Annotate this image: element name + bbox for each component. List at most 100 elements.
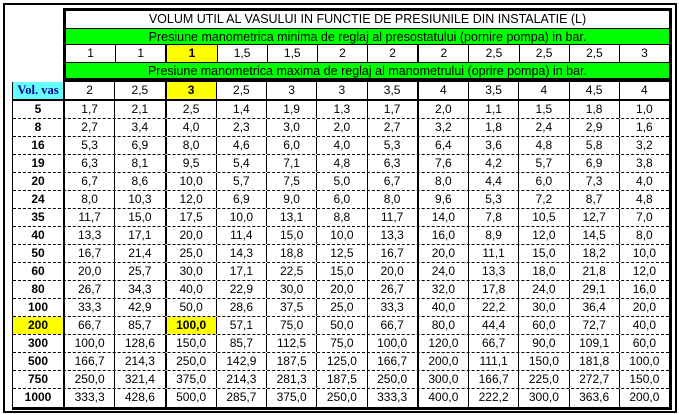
volume-cell: 4,0 — [618, 173, 669, 190]
volume-cell: 25,0 — [316, 299, 366, 316]
volume-cell: 13,1 — [266, 209, 316, 226]
min-pressure-cell: 2 — [417, 45, 468, 62]
table-row: 24 8,0 10,3 12,0 6,9 9,0 6,0 8,0 9,6 5,3 7,2 8,7 4,8 — [13, 191, 669, 209]
volume-cell: 11,1 — [468, 245, 518, 262]
table-row: 200 66,7 85,7 100,0 57,1 75,0 50,0 66,7 80,0 44,4… — [13, 317, 669, 335]
volume-cell: 7,0 — [618, 209, 669, 226]
vessel-volume-label: 80 — [13, 281, 65, 298]
volume-cell: 10,5 — [518, 209, 568, 226]
volume-cell: 8,8 — [316, 209, 366, 226]
volume-cell: 30,0 — [164, 263, 216, 280]
table-title: VOLUM UTIL AL VASULUI IN FUNCTIE DE PRES… — [148, 12, 587, 26]
volume-cell: 18,8 — [266, 245, 316, 262]
min-pressure-cell: 2 — [316, 45, 367, 62]
volume-cell: 2,0 — [416, 101, 468, 118]
vessel-volume-label: 5 — [13, 101, 65, 118]
volume-cell: 250,0 — [74, 372, 105, 386]
volume-cell: 1,4 — [215, 101, 266, 118]
vessel-volume-label: 500 — [13, 353, 65, 370]
volume-cell: 22,9 — [215, 281, 266, 298]
volume-cell: 11,4 — [215, 227, 266, 244]
min-pressure-cell: 1 — [87, 46, 94, 60]
volume-cell: 85,7 — [215, 335, 266, 352]
volume-cell: 3,8 — [618, 155, 669, 172]
volume-cell: 40,0 — [416, 299, 468, 316]
table-row: 16 5,3 6,9 8,0 4,6 6,0 4,0 5,3 6,4 3,6 4,8 5,8 3,2 — [13, 137, 669, 155]
volume-cell: 166,7 — [366, 353, 417, 370]
volume-cell: 4,4 — [468, 173, 518, 190]
volume-cell: 8,9 — [468, 227, 518, 244]
volume-cell: 4,2 — [468, 155, 518, 172]
volume-cell: 222,2 — [468, 389, 518, 407]
volume-cell: 8,0 — [366, 191, 417, 208]
vessel-volume-label: 200 — [13, 317, 65, 334]
table-row: 50 16,7 21,4 25,0 14,3 18,8 12,5 16,7 20,0 11,1 15… — [13, 245, 669, 263]
volume-cell: 1,5 — [518, 101, 568, 118]
volume-cell: 6,0 — [316, 191, 366, 208]
volume-cell: 34,3 — [114, 281, 164, 298]
volume-cell: 109,1 — [568, 335, 619, 352]
max-pressure-cell: 3,5 — [366, 82, 417, 99]
min-pressure-cell: 2 — [367, 45, 417, 62]
volume-cell: 17,5 — [164, 209, 216, 226]
min-pressure-cell: 1 — [115, 45, 165, 62]
volume-cell: 20,0 — [416, 245, 468, 262]
volume-cell: 80,0 — [416, 317, 468, 334]
volume-cell: 250,0 — [366, 371, 417, 388]
volume-cell: 15,0 — [518, 245, 568, 262]
volume-cell: 20,0 — [164, 227, 216, 244]
vessel-volume-label: 60 — [13, 263, 65, 280]
min-pressure-cell: 2,5 — [568, 45, 619, 62]
volume-cell: 166,7 — [74, 354, 105, 368]
volume-cell: 4,8 — [518, 137, 568, 154]
volume-cell: 375,0 — [164, 371, 216, 388]
volume-cell: 333,3 — [74, 390, 105, 404]
vessel-volume-label: 750 — [13, 371, 65, 388]
volume-cell: 1,8 — [568, 101, 619, 118]
volume-cell: 111,1 — [468, 353, 518, 370]
volume-cell: 9,5 — [164, 155, 216, 172]
volume-cell: 2,3 — [215, 119, 266, 136]
volume-cell: 7,3 — [568, 173, 619, 190]
volume-cell: 1,7 — [81, 102, 98, 116]
volume-cell: 1,3 — [316, 101, 366, 118]
table-row: 20 6,7 8,6 10,0 5,7 7,5 5,0 6,7 8,0 4,4 6,0 7,3 4,0 — [13, 173, 669, 191]
volume-cell: 30,0 — [518, 299, 568, 316]
volume-cell: 1,7 — [366, 101, 417, 118]
min-pressure-band: Presiune manometrica minima de reglaj al… — [66, 28, 669, 45]
max-pressure-row: Vol. vas 2 2,5 3 2,5 3 3 3,5 4 3,5 4 4,5 4 — [13, 82, 669, 101]
max-pressure-cell: 2 — [86, 83, 93, 97]
max-pressure-cell: 3 — [316, 82, 366, 99]
volume-cell: 50,0 — [316, 317, 366, 334]
min-pressure-cell: 1,5 — [216, 45, 267, 62]
volume-cell: 150,0 — [518, 353, 568, 370]
volume-cell: 21,8 — [568, 263, 619, 280]
volume-cell: 13,3 — [468, 263, 518, 280]
volume-cell: 142,9 — [215, 353, 266, 370]
volume-cell: 250,0 — [316, 389, 366, 407]
vessel-volume-label: 24 — [13, 191, 65, 208]
volume-cell: 24,0 — [518, 281, 568, 298]
volume-cell: 1,6 — [618, 119, 669, 136]
volume-cell: 100,0 — [366, 335, 417, 352]
volume-cell: 36,4 — [568, 299, 619, 316]
volume-cell: 8,7 — [568, 191, 619, 208]
min-pressure-cell: 2,5 — [468, 45, 518, 62]
volume-cell: 200,0 — [416, 353, 468, 370]
volume-cell: 57,1 — [215, 317, 266, 334]
max-pressure-cell: 3 — [164, 82, 216, 99]
volume-cell: 26,7 — [77, 282, 102, 296]
volume-cell: 24,0 — [416, 263, 468, 280]
volume-cell: 12,0 — [518, 227, 568, 244]
volume-cell: 214,3 — [114, 353, 164, 370]
volume-cell: 150,0 — [164, 335, 216, 352]
volume-cell: 1,0 — [618, 101, 669, 118]
volume-cell: 100,0 — [164, 317, 216, 334]
volume-cell: 6,7 — [81, 174, 98, 188]
volume-cell: 14,5 — [568, 227, 619, 244]
volume-cell: 10,0 — [316, 227, 366, 244]
volume-cell: 363,6 — [568, 389, 619, 407]
max-pressure-cell: 4 — [618, 82, 669, 99]
volume-cell: 20,0 — [77, 264, 102, 278]
volume-cell: 16,0 — [416, 227, 468, 244]
